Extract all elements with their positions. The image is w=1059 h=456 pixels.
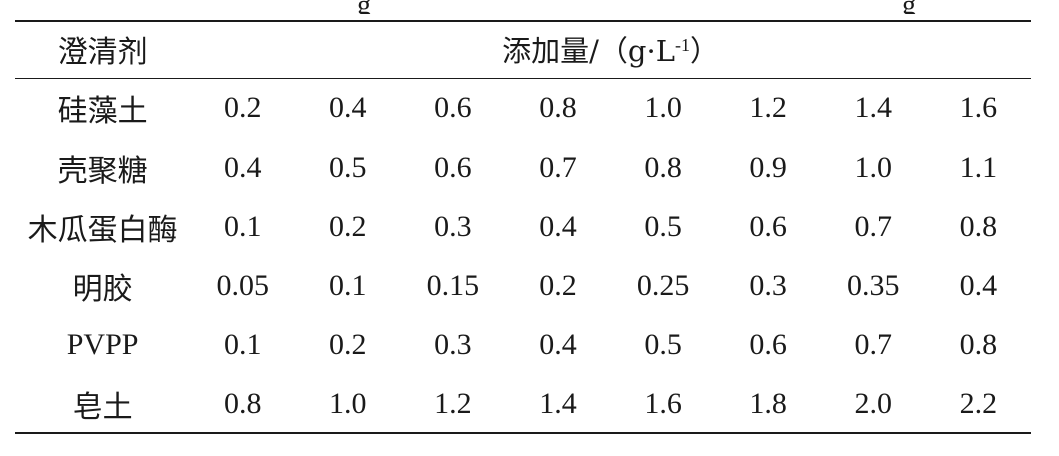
dosage-label-prefix: 添加量/（g·L bbox=[502, 34, 675, 68]
value-cell: 1.6 bbox=[959, 91, 998, 124]
table-bottom-rule bbox=[15, 432, 1031, 434]
value-cell: 0.4 bbox=[959, 268, 998, 302]
value-cell: 0.8 bbox=[539, 91, 577, 124]
table-header-rule bbox=[15, 78, 1031, 79]
value-cell: 0.25 bbox=[636, 268, 690, 302]
value-cell: 1.2 bbox=[434, 386, 472, 420]
value-cell: 0.5 bbox=[644, 327, 682, 361]
table-row: 硅藻土 0.2 0.4 0.6 0.8 1.0 1.2 1.4 1.6 bbox=[15, 78, 1031, 138]
value-cell: 0.2 bbox=[329, 209, 367, 243]
cropped-text-fragment: g bbox=[357, 0, 371, 14]
value-cell: 0.4 bbox=[539, 209, 577, 243]
value-cell: 0.6 bbox=[434, 150, 472, 184]
value-cell: 0.7 bbox=[539, 150, 577, 184]
value-cell: 0.6 bbox=[434, 91, 472, 124]
value-cell: 0.3 bbox=[749, 268, 787, 302]
value-cell: 1.0 bbox=[854, 150, 893, 184]
value-cell: 1.1 bbox=[959, 150, 998, 184]
value-cell: 1.4 bbox=[539, 386, 577, 420]
table-row: 壳聚糖 0.4 0.5 0.6 0.7 0.8 0.9 1.0 1.1 bbox=[15, 138, 1031, 197]
table-row: 明胶 0.05 0.1 0.15 0.2 0.25 0.3 0.35 0.4 bbox=[15, 256, 1031, 315]
table-header-row: 澄清剂 添加量/（g·L-1） bbox=[15, 20, 1031, 78]
value-cell: 0.9 bbox=[749, 150, 787, 184]
value-cell: 0.4 bbox=[329, 91, 367, 124]
agent-cell: 硅藻土 bbox=[57, 95, 148, 128]
value-cell: 0.05 bbox=[216, 268, 269, 302]
value-cell: 1.2 bbox=[749, 91, 787, 124]
value-cell: 0.6 bbox=[749, 209, 787, 243]
value-cell: 0.5 bbox=[644, 209, 682, 243]
value-cell: 0.4 bbox=[223, 150, 262, 184]
column-header-dosage: 添加量/（g·L-1） bbox=[190, 20, 1031, 78]
value-cell: 0.8 bbox=[644, 150, 682, 184]
dosage-label-suffix: ） bbox=[689, 34, 719, 68]
value-cell: 0.3 bbox=[434, 327, 472, 361]
column-header-agent: 澄清剂 bbox=[57, 36, 148, 69]
value-cell: 0.1 bbox=[223, 327, 262, 361]
agent-cell: PVPP bbox=[66, 327, 139, 361]
agent-cell: 明胶 bbox=[72, 272, 133, 306]
value-cell: 2.0 bbox=[854, 386, 893, 420]
value-cell: 0.15 bbox=[426, 268, 480, 302]
value-cell: 1.0 bbox=[644, 91, 682, 124]
value-cell: 1.4 bbox=[854, 91, 893, 124]
value-cell: 0.1 bbox=[223, 209, 262, 243]
value-cell: 0.8 bbox=[959, 327, 998, 361]
value-cell: 0.3 bbox=[434, 209, 472, 243]
value-cell: 0.1 bbox=[329, 268, 367, 302]
table-row: PVPP 0.1 0.2 0.3 0.4 0.5 0.6 0.7 0.8 bbox=[15, 315, 1031, 374]
value-cell: 1.8 bbox=[749, 386, 787, 420]
value-cell: 0.8 bbox=[959, 209, 998, 243]
agent-cell: 壳聚糖 bbox=[57, 154, 148, 188]
table-row: 皂土 0.8 1.0 1.2 1.4 1.6 1.8 2.0 2.2 bbox=[15, 374, 1031, 433]
value-cell: 0.35 bbox=[847, 268, 900, 302]
agent-cell: 木瓜蛋白酶 bbox=[27, 213, 178, 247]
agent-cell: 皂土 bbox=[72, 390, 133, 424]
dosage-label-exponent: -1 bbox=[674, 35, 690, 55]
value-cell: 0.2 bbox=[223, 91, 262, 124]
value-cell: 0.6 bbox=[749, 327, 787, 361]
value-cell: 0.8 bbox=[223, 386, 262, 420]
value-cell: 0.5 bbox=[329, 150, 367, 184]
value-cell: 2.2 bbox=[959, 386, 998, 420]
clarifier-dosage-table: g g 澄清剂 添加量/（g·L-1） 硅藻土 0.2 0.4 0.6 0.8 … bbox=[15, 0, 1031, 456]
value-cell: 0.4 bbox=[539, 327, 577, 361]
value-cell: 0.2 bbox=[329, 327, 367, 361]
value-cell: 0.7 bbox=[854, 209, 893, 243]
table-row: 木瓜蛋白酶 0.1 0.2 0.3 0.4 0.5 0.6 0.7 0.8 bbox=[15, 197, 1031, 256]
value-cell: 1.0 bbox=[329, 386, 367, 420]
value-cell: 0.7 bbox=[854, 327, 893, 361]
data-table: 澄清剂 添加量/（g·L-1） 硅藻土 0.2 0.4 0.6 0.8 1.0 … bbox=[15, 20, 1031, 433]
table-top-rule bbox=[15, 20, 1031, 22]
value-cell: 0.2 bbox=[539, 268, 577, 302]
value-cell: 1.6 bbox=[644, 386, 682, 420]
cropped-text-fragment: g bbox=[902, 0, 916, 14]
